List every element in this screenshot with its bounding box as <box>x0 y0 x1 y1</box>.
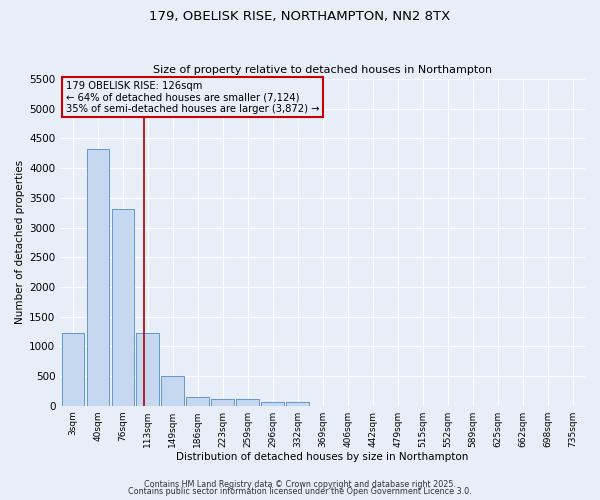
Bar <box>112 209 134 406</box>
Bar <box>136 334 159 406</box>
Bar <box>187 396 209 406</box>
Bar <box>236 399 259 406</box>
Text: Contains public sector information licensed under the Open Government Licence 3.: Contains public sector information licen… <box>128 488 472 496</box>
Bar <box>86 149 109 406</box>
Bar <box>286 402 309 406</box>
Bar <box>112 209 134 406</box>
Y-axis label: Number of detached properties: Number of detached properties <box>15 160 25 324</box>
Bar <box>161 376 184 406</box>
Bar <box>86 149 109 406</box>
X-axis label: Distribution of detached houses by size in Northampton: Distribution of detached houses by size … <box>176 452 469 462</box>
Bar <box>187 396 209 406</box>
Bar <box>136 334 159 406</box>
Bar <box>62 334 84 406</box>
Bar <box>262 402 284 406</box>
Bar <box>161 376 184 406</box>
Bar <box>262 402 284 406</box>
Bar <box>236 399 259 406</box>
Bar <box>211 399 234 406</box>
Bar <box>286 402 309 406</box>
Text: Contains HM Land Registry data © Crown copyright and database right 2025.: Contains HM Land Registry data © Crown c… <box>144 480 456 489</box>
Bar <box>62 334 84 406</box>
Title: Size of property relative to detached houses in Northampton: Size of property relative to detached ho… <box>153 66 492 76</box>
Bar <box>211 399 234 406</box>
Text: 179 OBELISK RISE: 126sqm
← 64% of detached houses are smaller (7,124)
35% of sem: 179 OBELISK RISE: 126sqm ← 64% of detach… <box>65 80 319 114</box>
Text: 179, OBELISK RISE, NORTHAMPTON, NN2 8TX: 179, OBELISK RISE, NORTHAMPTON, NN2 8TX <box>149 10 451 23</box>
